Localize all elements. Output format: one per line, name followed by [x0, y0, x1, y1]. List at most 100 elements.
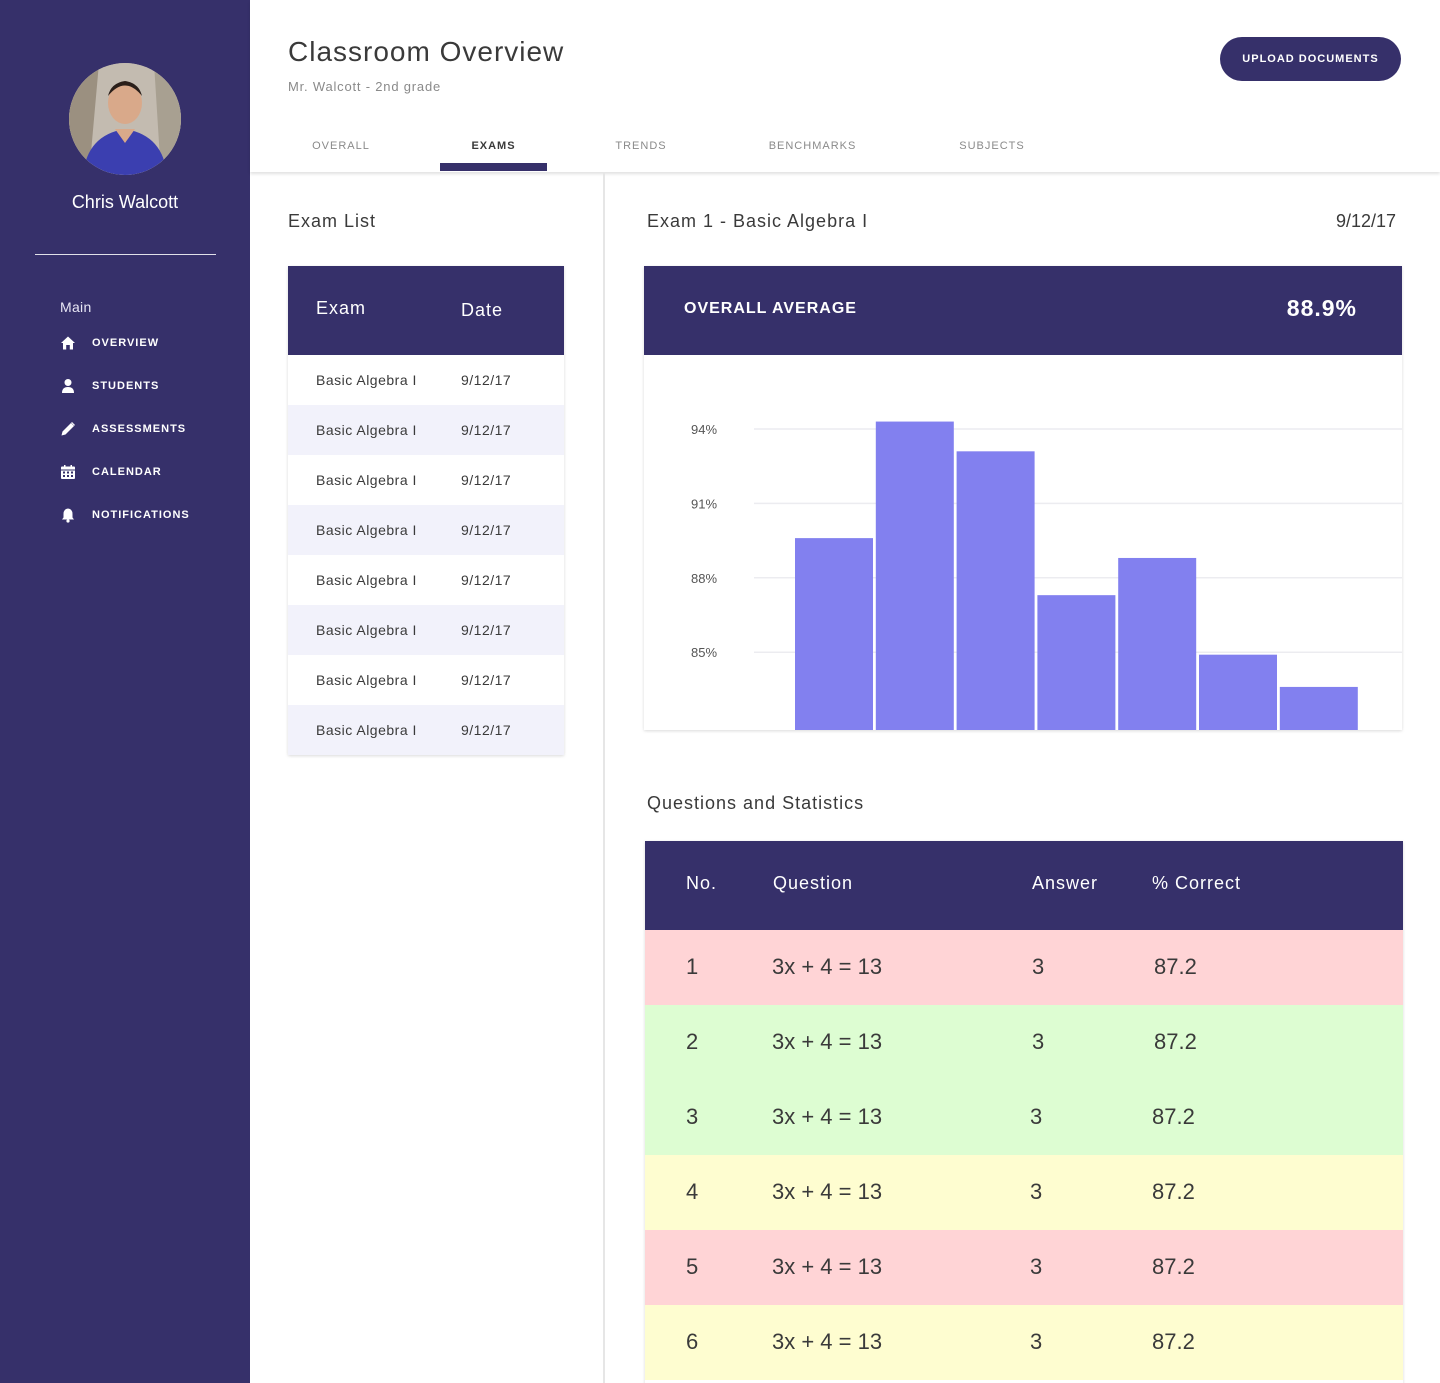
table-row[interactable]: 3 3x + 4 = 13 3 87.2 [645, 1080, 1403, 1155]
sidebar-item-notifications[interactable]: NOTIFICATIONS [60, 505, 190, 525]
question-text: 3x + 4 = 13 [772, 1254, 883, 1279]
nav-section-label: Main [60, 299, 92, 315]
chart-bar[interactable] [1037, 595, 1116, 730]
score-bar-chart: 85% 88% 91% 94% [691, 421, 1402, 730]
question-percent-correct: 87.2 [1152, 1254, 1195, 1279]
question-number: 4 [686, 1179, 699, 1204]
exam-date: 9/12/17 [461, 372, 512, 388]
table-row[interactable]: 2 3x + 4 = 13 3 87.2 [645, 1005, 1403, 1080]
exam-list-body: Basic Algebra I 9/12/17 Basic Algebra I 9/… [288, 355, 564, 755]
exam-name: Basic Algebra I [316, 672, 417, 688]
chart-bar[interactable] [795, 538, 873, 730]
sidebar-item-label: ASSESSMENTS [92, 423, 187, 435]
exam-date: 9/12/17 [461, 672, 512, 688]
table-row[interactable]: Basic Algebra I 9/12/17 [288, 505, 564, 555]
bell-icon [60, 507, 76, 523]
questions-table: No. Question Answer % Correct 1 3x + 4 =… [645, 841, 1403, 1383]
question-text: 3x + 4 = 13 [772, 954, 883, 979]
upload-documents-button[interactable]: UPLOAD DOCUMENTS [1220, 37, 1401, 81]
exam-date: 9/12/17 [461, 572, 512, 588]
exam-detail-title: Exam 1 - Basic Algebra I [647, 211, 869, 231]
exam-name: Basic Algebra I [316, 422, 417, 438]
question-number: 5 [686, 1254, 699, 1279]
tab-subjects[interactable]: SUBJECTS [959, 140, 1025, 152]
table-row[interactable]: 1 3x + 4 = 13 3 87.2 [645, 930, 1403, 1005]
exam-list-table: Exam Date Basic Algebra I 9/12/17 Basic A… [288, 266, 564, 755]
tab-overall[interactable]: OVERALL [312, 140, 370, 152]
table-row[interactable]: Basic Algebra I 9/12/17 [288, 355, 564, 405]
chart-bar[interactable] [875, 421, 954, 730]
user-name: Chris Walcott [71, 192, 179, 212]
exam-detail-date: 9/12/17 [1335, 211, 1396, 231]
y-tick-label: 85% [691, 645, 717, 660]
exam-list-header: Exam Date [288, 266, 564, 355]
exam-name: Basic Algebra I [316, 522, 417, 538]
column-header-question: Question [773, 873, 854, 893]
y-tick-label: 94% [691, 422, 717, 437]
table-row[interactable]: Basic Algebra I 9/12/17 [288, 555, 564, 605]
sidebar-item-label: NOTIFICATIONS [92, 509, 190, 521]
table-row[interactable]: Basic Algebra I 9/12/17 [288, 405, 564, 455]
question-answer: 3 [1030, 1329, 1043, 1354]
questions-title: Questions and Statistics [647, 793, 865, 813]
exam-date: 9/12/17 [461, 722, 512, 738]
question-text: 3x + 4 = 13 [772, 1104, 883, 1129]
tab-benchmarks[interactable]: BENCHMARKS [768, 140, 857, 152]
column-header-percent-correct: % Correct [1152, 873, 1242, 893]
question-number: 2 [686, 1029, 699, 1054]
question-text: 3x + 4 = 13 [772, 1179, 883, 1204]
chart-bar[interactable] [1199, 654, 1277, 730]
y-tick-label: 91% [691, 496, 717, 511]
sidebar: Chris Walcott Main OVERVIEW STUDENTS ASS… [0, 0, 250, 1383]
exam-name: Basic Algebra I [316, 372, 417, 388]
sidebar-item-overview[interactable]: OVERVIEW [60, 333, 159, 353]
page-subtitle: Mr. Walcott - 2nd grade [288, 79, 442, 94]
calendar-icon [60, 464, 76, 480]
avatar[interactable] [69, 63, 181, 175]
question-answer: 3 [1032, 1029, 1045, 1054]
sidebar-item-label: STUDENTS [92, 380, 160, 392]
column-header-no: No. [686, 873, 718, 893]
sidebar-item-label: CALENDAR [92, 466, 162, 478]
table-row[interactable]: 5 3x + 4 = 13 3 87.2 [645, 1230, 1403, 1305]
sidebar-divider [35, 254, 216, 255]
exam-date: 9/12/17 [461, 422, 512, 438]
sidebar-item-assessments[interactable]: ASSESSMENTS [60, 419, 186, 439]
overall-average-card: OVERALL AVERAGE 88.9% 85% 88% 91% 94% [644, 266, 1402, 730]
sidebar-item-label: OVERVIEW [92, 337, 160, 349]
table-row[interactable]: 4 3x + 4 = 13 3 87.2 [645, 1155, 1403, 1230]
question-text: 3x + 4 = 13 [772, 1029, 883, 1054]
question-number: 6 [686, 1329, 699, 1354]
exam-name: Basic Algebra I [316, 722, 417, 738]
tab-trends[interactable]: TRENDS [615, 140, 667, 152]
table-row[interactable]: 6 3x + 4 = 13 3 87.2 [645, 1305, 1403, 1380]
exam-name: Basic Algebra I [316, 472, 417, 488]
chart-bar[interactable] [1118, 557, 1197, 730]
home-icon [60, 335, 76, 351]
question-text: 3x + 4 = 13 [772, 1329, 883, 1354]
question-percent-correct: 87.2 [1152, 1179, 1195, 1204]
overall-average-value: 88.9% [1286, 295, 1357, 321]
column-header-answer: Answer [1032, 873, 1099, 893]
overall-average-header: OVERALL AVERAGE 88.9% [644, 266, 1402, 355]
page-header: Classroom Overview Mr. Walcott - 2nd gra… [250, 0, 1440, 172]
question-answer: 3 [1030, 1254, 1043, 1279]
table-row[interactable]: Basic Algebra I 9/12/17 [288, 655, 564, 705]
overall-average-label: OVERALL AVERAGE [684, 300, 857, 317]
exam-name: Basic Algebra I [316, 572, 417, 588]
table-row[interactable]: Basic Algebra I 9/12/17 [288, 705, 564, 755]
question-answer: 3 [1032, 954, 1045, 979]
sidebar-item-students[interactable]: STUDENTS [60, 376, 159, 396]
active-tab-indicator [440, 163, 547, 171]
table-row[interactable]: Basic Algebra I 9/12/17 [288, 455, 564, 505]
sidebar-item-calendar[interactable]: CALENDAR [60, 462, 162, 482]
exam-name: Basic Algebra I [316, 622, 417, 638]
chart-bar[interactable] [1279, 686, 1358, 730]
question-number: 1 [686, 954, 699, 979]
column-header-date: Date [461, 300, 504, 320]
questions-body: 1 3x + 4 = 13 3 87.2 2 3x + 4 = 13 3 87.… [645, 930, 1403, 1380]
chart-bar[interactable] [956, 451, 1035, 730]
question-percent-correct: 87.2 [1152, 1104, 1195, 1129]
tab-exams[interactable]: EXAMS [471, 140, 516, 152]
table-row[interactable]: Basic Algebra I 9/12/17 [288, 605, 564, 655]
